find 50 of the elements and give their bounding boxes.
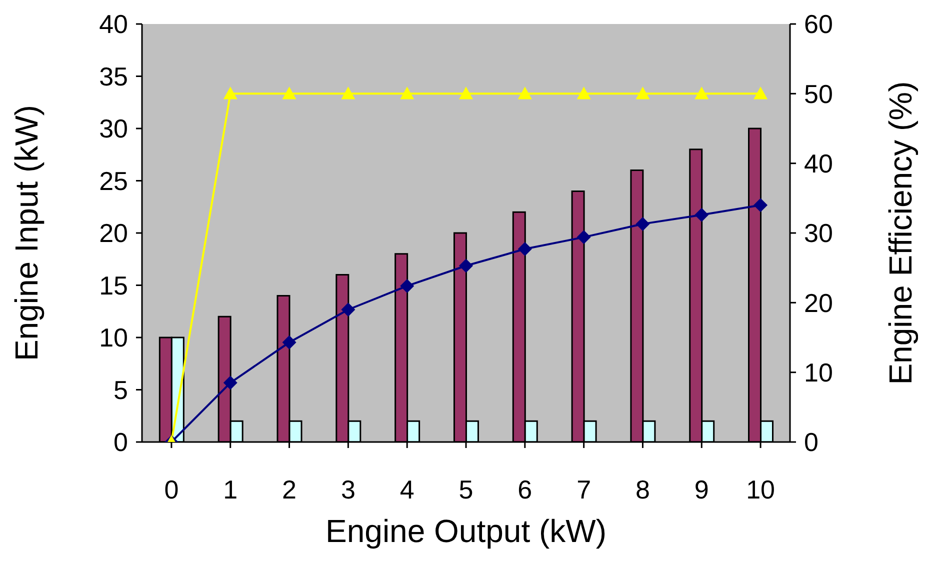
y2-tick-label: 40 — [804, 148, 833, 179]
x-tick-label: 5 — [458, 474, 474, 504]
point — [754, 86, 768, 100]
x-axis-title: Engine Output (kW) — [326, 513, 606, 549]
y-tick-label: 10 — [99, 322, 128, 353]
point — [694, 208, 709, 222]
point — [341, 302, 356, 317]
y-tick-label: 0 — [114, 427, 128, 458]
x-tick-label: 6 — [518, 474, 532, 504]
point — [459, 258, 473, 273]
point — [282, 335, 296, 350]
y-tick-label: 40 — [99, 9, 128, 40]
x-tick-label: 3 — [340, 474, 356, 504]
point — [576, 86, 591, 100]
point — [576, 230, 591, 244]
y2-tick-label: 60 — [804, 9, 833, 40]
y-tick-label: 15 — [99, 270, 128, 300]
y-tick-label: 5 — [114, 374, 128, 405]
x-tick-label: 8 — [635, 474, 650, 504]
point — [223, 376, 238, 390]
point — [694, 86, 709, 100]
point — [636, 86, 650, 100]
x-tick-label: 4 — [400, 474, 414, 504]
point — [754, 198, 768, 212]
y2-tick-label: 10 — [804, 358, 833, 388]
y2-axis-title: Engine Efficiency (%) — [882, 81, 918, 385]
point — [518, 242, 532, 256]
y-axis-title: Engine Input (kW) — [8, 104, 44, 362]
y2-tick-label: 20 — [804, 288, 833, 318]
x-tick-label: 10 — [746, 474, 776, 504]
point — [341, 86, 356, 100]
x-tick-label: 9 — [694, 474, 709, 504]
y2-tick-label: 0 — [804, 427, 818, 458]
y2-tick-label: 50 — [804, 78, 833, 109]
point — [223, 86, 238, 100]
x-tick-label: 0 — [164, 474, 179, 504]
y-tick-label: 20 — [99, 218, 128, 248]
x-tick-label: 1 — [223, 474, 238, 504]
point — [282, 86, 296, 100]
point — [459, 86, 473, 100]
point — [518, 86, 532, 100]
point — [400, 278, 414, 293]
point — [400, 86, 414, 100]
point — [636, 216, 650, 231]
y-tick-label: 35 — [99, 61, 128, 92]
x-tick-label: 7 — [576, 474, 592, 504]
y2-tick-label: 30 — [804, 218, 833, 248]
x-tick-label: 2 — [282, 474, 297, 504]
y-tick-label: 30 — [99, 114, 128, 144]
y-tick-label: 25 — [99, 166, 128, 196]
